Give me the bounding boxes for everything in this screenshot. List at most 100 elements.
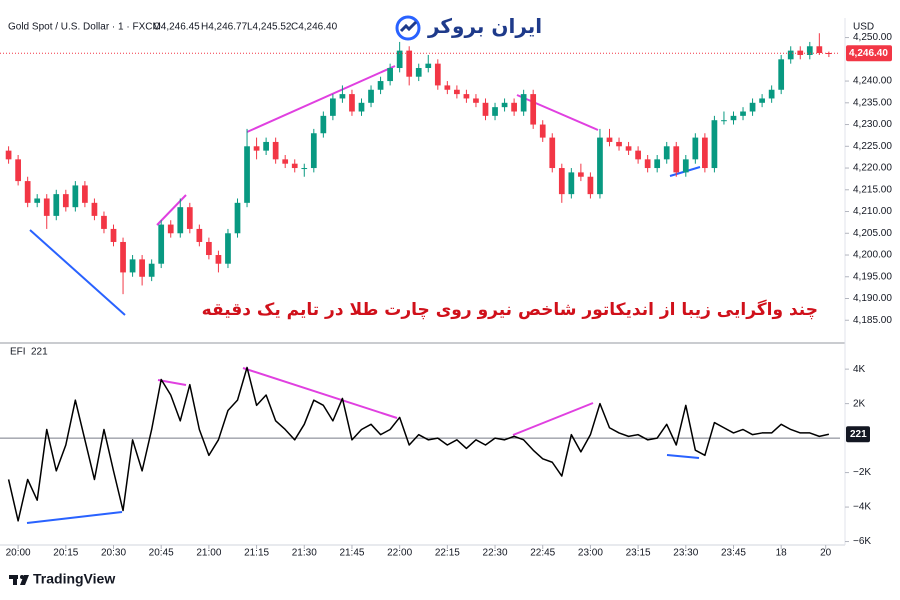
candle-body	[244, 146, 250, 203]
y-tick-label: −4K	[853, 502, 871, 513]
logo-text: ایران بروکر	[427, 14, 543, 38]
overlay-title: چند واگرایی زیبا از اندیکاتور شاخص نیرو …	[201, 300, 818, 320]
candle-body	[787, 50, 794, 60]
candle-body	[768, 89, 775, 99]
indicator-line	[7, 366, 830, 522]
legend-low: L4,245.52	[247, 22, 292, 33]
x-tick-label: 23:15	[626, 548, 651, 559]
y-tick-label: 4,185.00	[853, 315, 892, 326]
candle-body	[5, 150, 12, 160]
divergence-line	[29, 229, 126, 316]
candle-body	[34, 198, 41, 203]
candle-body	[177, 207, 184, 234]
candle-body	[692, 137, 699, 160]
candle-body	[721, 120, 727, 122]
last-price-box	[846, 45, 892, 62]
y-tick-label: 4,195.00	[853, 271, 892, 282]
candle-body	[301, 168, 308, 170]
candle-body	[225, 233, 231, 264]
candle-body	[578, 172, 584, 177]
candle-body	[396, 50, 403, 69]
candle-body	[406, 50, 413, 77]
candle-body	[43, 198, 50, 216]
y-tick-label: 4,210.00	[853, 206, 892, 217]
candle-body	[434, 63, 441, 86]
y-tick-label: 4K	[853, 364, 866, 375]
candle-body	[72, 185, 79, 208]
x-tick-label: 23:00	[578, 548, 603, 559]
y-tick-label: 4,225.00	[853, 141, 892, 152]
candle-body	[196, 228, 203, 242]
divergence-line	[512, 402, 594, 436]
candle-body	[53, 194, 60, 216]
candle-body	[158, 224, 165, 264]
candle-body	[263, 141, 269, 151]
candle-body	[120, 241, 126, 273]
x-tick-label: 22:00	[387, 548, 412, 559]
currency-label: USD	[853, 22, 874, 33]
candle-body	[558, 168, 565, 195]
tradingview-logo	[9, 575, 29, 585]
candle-body	[730, 115, 737, 121]
x-tick-label: 20:15	[53, 548, 78, 559]
candle-body	[644, 159, 651, 169]
candle-body	[473, 98, 479, 103]
candle-body	[597, 137, 603, 195]
candle-body	[625, 146, 632, 151]
indicator-name: EFI	[10, 347, 26, 358]
last-value-box	[846, 426, 870, 443]
candle-body	[320, 115, 327, 134]
candle-body	[463, 94, 470, 99]
logo-ring	[395, 15, 421, 40]
candle-body	[778, 59, 785, 90]
divergence-line	[666, 454, 700, 459]
x-tick-label: 20:00	[6, 548, 31, 559]
candle-body	[797, 50, 804, 55]
candle-body	[101, 215, 107, 229]
candle-body	[673, 146, 680, 173]
candle-body	[148, 263, 155, 277]
footer-brand: TradingView	[33, 571, 115, 587]
y-tick-label: 4,230.00	[853, 119, 892, 130]
candle-body	[167, 224, 174, 234]
candle-body	[215, 255, 222, 264]
x-tick-label: 23:30	[673, 548, 698, 559]
y-tick-label: 4,240.00	[853, 76, 892, 87]
logo: ایران بروکر	[395, 14, 542, 41]
x-tick-label: 22:45	[530, 548, 555, 559]
symbol-label: Gold Spot / U.S. Dollar · 1 · FXCM	[8, 22, 161, 33]
logo-shape	[13, 575, 17, 585]
candle-body	[282, 159, 289, 164]
candle-body	[444, 85, 451, 90]
candle-body	[291, 163, 298, 169]
legend-open: O4,246.45	[153, 22, 200, 33]
candle-body	[91, 202, 98, 216]
candle-body	[549, 137, 556, 169]
candle-body	[110, 228, 117, 242]
logo-shape	[20, 575, 29, 585]
candle-body	[816, 46, 823, 54]
candle-body	[454, 89, 460, 95]
candle-body	[234, 202, 241, 234]
divergence-line	[156, 194, 187, 226]
candle-body	[606, 137, 613, 142]
candle-body	[206, 241, 212, 256]
candle-body	[377, 81, 384, 90]
legend-high: H4,246.77	[201, 22, 248, 33]
candle-body	[482, 102, 489, 116]
y-tick-label: −6K	[853, 536, 871, 547]
candle-body	[387, 68, 393, 82]
logo-arrow	[399, 20, 418, 32]
candle-body	[82, 185, 88, 203]
pane: 4,250.00 4,240.00 4,235.00 4,230.00 4,225.00…	[0, 32, 892, 326]
candle-body	[129, 259, 136, 273]
candle-body	[62, 194, 69, 208]
candle-body	[492, 107, 498, 116]
candle-body	[339, 94, 346, 99]
last-value-label: 221	[850, 429, 867, 440]
candle-body	[806, 46, 813, 55]
x-tick-label: 22:30	[483, 548, 508, 559]
candle-body	[539, 124, 546, 138]
